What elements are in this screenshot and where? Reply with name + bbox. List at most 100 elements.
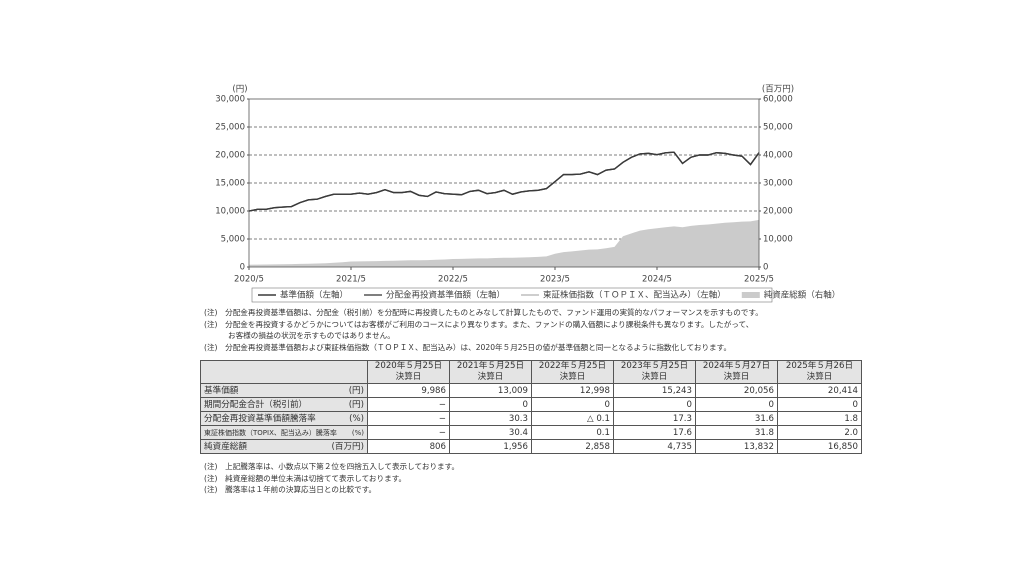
header-text: 決算日	[559, 372, 586, 382]
table-row: (円) 基準価額 9,986 13,009 12,998 15,243 20,056 20,4…	[200, 383, 862, 398]
table-row: (円) 期間分配金合計（税引前） −0 0 0 0 0	[200, 397, 862, 412]
y-tick-label: 20,000	[215, 151, 245, 161]
x-tick-label: 2022/5	[438, 275, 468, 285]
row-label: (円) 基準価額	[200, 383, 368, 398]
y-unit: (円)	[232, 85, 247, 95]
cell: 30.3	[449, 411, 532, 426]
header-corner	[200, 360, 368, 384]
cell: 17.3	[613, 411, 696, 426]
cell: 13,832	[695, 439, 778, 454]
cell: −	[367, 411, 450, 426]
cell: 1.8	[777, 411, 862, 426]
row-name: 分配金再投資基準価額騰落率	[204, 413, 316, 424]
y2-tick-label: 60,000	[763, 95, 793, 105]
y-tick-label: 10,000	[215, 207, 245, 217]
cell: 0	[695, 397, 778, 412]
row-unit: (%)	[349, 413, 364, 424]
header-cell: 2020年５月25日 決算日	[367, 360, 450, 384]
header-text: 2025年５月26日	[785, 361, 854, 372]
row-unit: (円)	[348, 385, 364, 396]
note: (注) 分配金再投資基準価額は、分配金（税引前）を分配時に再投資したものとみなし…	[204, 308, 763, 317]
line	[248, 151, 760, 212]
cell: 13,009	[449, 383, 532, 398]
y-tick-label: 5,000	[221, 235, 245, 245]
row-label: (円) 期間分配金合計（税引前）	[200, 397, 368, 412]
y2-tick-label: 50,000	[763, 123, 793, 133]
cell: 4,735	[613, 439, 696, 454]
cell: 0	[777, 397, 862, 412]
cell: 2,858	[531, 439, 614, 454]
header-text: 決算日	[395, 372, 422, 382]
cell: 31.8	[695, 425, 778, 440]
header-cell: 2025年５月26日 決算日	[777, 360, 862, 384]
row-unit: (百万円)	[331, 441, 365, 452]
cell: −	[367, 397, 450, 412]
area	[249, 219, 759, 267]
header-cell: 2021年５月25日 決算日	[449, 360, 532, 384]
row-name: 基準価額	[204, 385, 239, 396]
cell: 20,414	[777, 383, 862, 398]
row-label: (百万円) 純資産総額	[200, 439, 368, 454]
y2-tick-label: 20,000	[763, 207, 793, 217]
header-text: 2020年５月25日	[374, 361, 443, 372]
cell: 806	[367, 439, 450, 454]
y2-tick-label: 0	[763, 263, 768, 273]
cell: 9,986	[367, 383, 450, 398]
y2-tick-label: 40,000	[763, 151, 793, 161]
table: 2020年５月25日 決算日 2021年５月25日 決算日 2022年５月25日 決算日 2…	[200, 360, 862, 454]
cell: 12,998	[531, 383, 614, 398]
header-text: 決算日	[806, 372, 833, 382]
x-tick-label: 2025/5	[744, 275, 774, 285]
cell: 2.0	[777, 425, 862, 440]
note: (注) 分配金再投資基準価額および東証株価指数（ＴＯＰＩＸ、配当込み）は、202…	[204, 342, 732, 352]
header-cell: 2024年５月27日 決算日	[695, 360, 778, 384]
legend-box	[251, 287, 773, 303]
cell: −	[367, 425, 450, 440]
cell: 1,956	[449, 439, 532, 454]
header-row: 2020年５月25日 決算日 2021年５月25日 決算日 2022年５月25日 決算日 2…	[200, 360, 862, 384]
cell: 16,850	[777, 439, 862, 454]
row-label: (%) 東証株価指数（TOPIX、配当込み）騰落率	[200, 425, 368, 440]
cell: 0.1	[531, 425, 614, 440]
table-row: (百万円) 純資産総額 806 1,956 2,858 4,735 13,832 16,850	[200, 439, 862, 454]
table-row: (%) 分配金再投資基準価額騰落率 −30.3 △ 0.1 17.3 31.6 1.8	[200, 411, 862, 426]
chart: (円) (百万円) 0 5,000 10,000 15,000 20,000 25,000…	[215, 85, 841, 303]
header-text: 決算日	[477, 372, 504, 382]
y-tick-label: 30,000	[215, 95, 245, 105]
cell: 0	[531, 397, 614, 412]
header-cell: 2022年５月25日 決算日	[531, 360, 614, 384]
note: お客様の損益の状況を示すものではありません。	[228, 331, 395, 340]
x-tick-label: 2021/5	[336, 275, 366, 285]
y-tick-label: 25,000	[215, 123, 245, 133]
x-tick-label: 2023/5	[540, 275, 570, 285]
legend-label: 純資産総額（右軸）	[764, 290, 841, 301]
y-tick-label: 0	[240, 263, 245, 273]
note: (注) 騰落率は１年前の決算応当日との比較です。	[204, 485, 377, 494]
legend-label: 分配金再投資基準価額（左軸）	[386, 290, 505, 301]
cell: 30.4	[449, 425, 532, 440]
header-text: 決算日	[641, 372, 668, 382]
row-name: 東証株価指数（TOPIX、配当込み）騰落率	[204, 428, 337, 437]
plot-frame	[248, 98, 760, 268]
row-unit: (円)	[348, 399, 364, 410]
header-text: 2022年５月25日	[538, 361, 607, 372]
line	[248, 151, 760, 212]
header-text: 2024年５月27日	[702, 361, 771, 372]
legend-swatch	[741, 292, 760, 298]
note: (注) 純資産総額の単位未満は切捨てて表示しております。	[204, 473, 407, 483]
header-text: 2023年５月25日	[620, 361, 689, 372]
note: (注) 分配金を再投資するかどうかについてはお客様がご利用のコースにより異なりま…	[204, 319, 754, 329]
header-text: 決算日	[723, 372, 750, 382]
row-name: 純資産総額	[204, 441, 247, 452]
row-unit: (%)	[351, 428, 364, 437]
cell: 0	[613, 397, 696, 412]
row-label: (%) 分配金再投資基準価額騰落率	[200, 411, 368, 426]
legend-label: 基準価額（左軸）	[280, 290, 348, 301]
cell: △ 0.1	[531, 411, 614, 426]
y2-unit: (百万円)	[762, 85, 794, 95]
legend-label: 東証株価指数（ＴＯＰＩＸ、配当込み）（左軸）	[543, 290, 726, 301]
note: (注) 上記騰落率は、小数点以下第２位を四捨五入して表示しております。	[204, 462, 460, 471]
cell: 31.6	[695, 411, 778, 426]
table-row: (%) 東証株価指数（TOPIX、配当込み）騰落率 −30.4 0.1 17.6 31.8…	[200, 425, 862, 440]
